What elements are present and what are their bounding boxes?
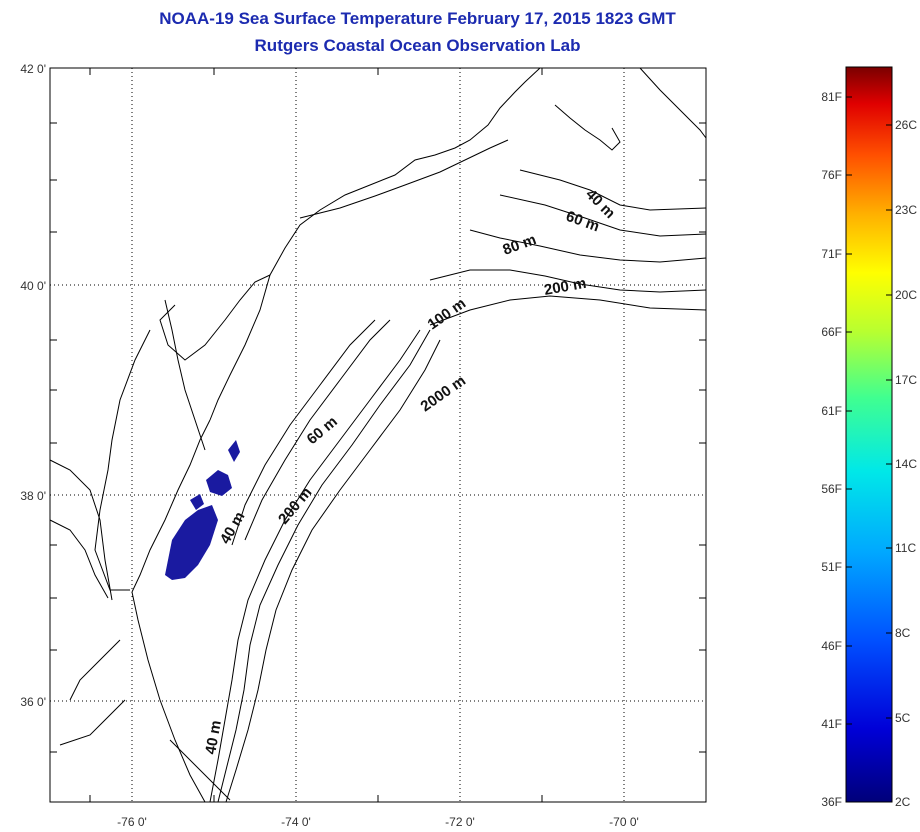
- lon-label: -72 0': [445, 815, 475, 829]
- lat-label: 36 0': [20, 695, 46, 709]
- lat-label: 42 0': [20, 62, 46, 76]
- coastline: [49, 67, 707, 803]
- colorbar-label-c: 20C: [895, 288, 917, 302]
- colorbar-fahrenheit-labels: 81F 76F 71F 66F 61F 56F 51F 46F 41F 36F: [821, 90, 842, 809]
- colorbar: [845, 66, 893, 803]
- colorbar-celsius-labels: 26C 23C 20C 17C 14C 11C 8C 5C 2C: [895, 118, 917, 809]
- colorbar-label-f: 76F: [821, 168, 842, 182]
- latitude-labels: 42 0' 40 0' 38 0' 36 0': [20, 62, 46, 709]
- colorbar-label-f: 36F: [821, 795, 842, 809]
- graticule: [50, 68, 706, 802]
- lat-label: 40 0': [20, 279, 46, 293]
- colorbar-label-f: 51F: [821, 560, 842, 574]
- lon-label: -74 0': [281, 815, 311, 829]
- frame-ticks: [50, 68, 706, 802]
- lon-label: -70 0': [609, 815, 639, 829]
- contour-label: 40 m: [202, 719, 225, 756]
- longitude-labels: -76 0' -74 0' -72 0' -70 0': [117, 815, 639, 829]
- colorbar-label-f: 66F: [821, 325, 842, 339]
- colorbar-label-f: 61F: [821, 404, 842, 418]
- colorbar-label-f: 46F: [821, 639, 842, 653]
- bathymetry-contours: [209, 169, 707, 803]
- colorbar-label-c: 8C: [895, 626, 911, 640]
- colorbar-label-c: 14C: [895, 457, 917, 471]
- colorbar-label-f: 56F: [821, 482, 842, 496]
- colorbar-label-c: 17C: [895, 373, 917, 387]
- colorbar-ticks: [846, 96, 892, 725]
- colorbar-label-f: 71F: [821, 247, 842, 261]
- colorbar-label-f: 41F: [821, 717, 842, 731]
- lon-label: -76 0': [117, 815, 147, 829]
- map-title: NOAA-19 Sea Surface Temperature February…: [159, 9, 676, 28]
- colorbar-label-c: 26C: [895, 118, 917, 132]
- colorbar-label-c: 5C: [895, 711, 911, 725]
- map-subtitle: Rutgers Coastal Ocean Observation Lab: [254, 36, 581, 55]
- colorbar-label-c: 23C: [895, 203, 917, 217]
- sst-data: [165, 440, 240, 580]
- lat-label: 38 0': [20, 489, 46, 503]
- colorbar-label-c: 11C: [895, 541, 916, 555]
- colorbar-label-c: 2C: [895, 795, 911, 809]
- colorbar-label-f: 81F: [821, 90, 842, 104]
- map-frame: [49, 67, 707, 803]
